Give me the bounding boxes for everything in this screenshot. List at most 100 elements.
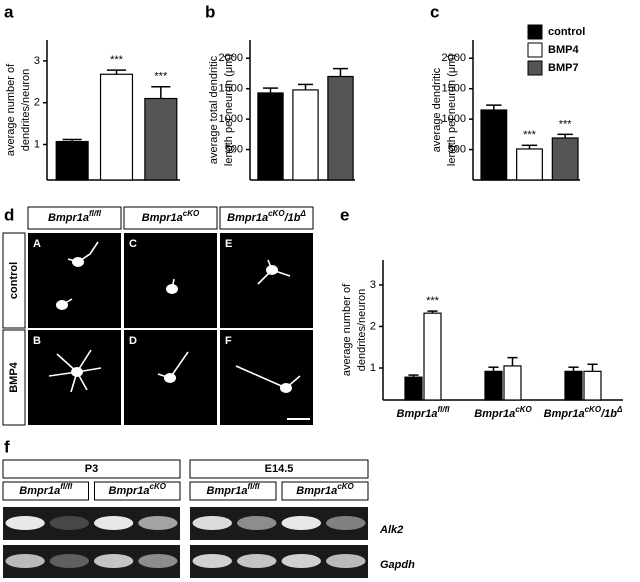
superscript: fl/fl xyxy=(60,482,73,491)
group-header-box xyxy=(189,459,369,479)
gel-band xyxy=(49,554,90,568)
y-tick-label: 1500 xyxy=(219,83,243,95)
superscript: Δ xyxy=(616,405,623,414)
group-header-box xyxy=(2,459,181,479)
bar xyxy=(480,109,508,181)
column-header: Bmpr1acKO xyxy=(142,209,200,224)
bar xyxy=(423,312,442,401)
text-part: Bmpr1a xyxy=(397,408,438,420)
bar xyxy=(144,97,178,181)
micrograph xyxy=(124,233,217,328)
y-axis-label: average total dendritic xyxy=(208,55,220,164)
y-tick-label: 3 xyxy=(34,55,40,67)
lane-header: Bmpr1afl/fl xyxy=(19,482,73,497)
tile-label: D xyxy=(129,335,137,347)
lane-header: Bmpr1acKO xyxy=(109,482,167,497)
bar xyxy=(551,137,579,181)
bar xyxy=(292,89,319,181)
gel-band xyxy=(5,554,45,568)
tile-label: C xyxy=(129,238,137,250)
gel-band xyxy=(5,516,45,530)
group-header: P3 xyxy=(85,463,98,475)
significance: *** xyxy=(110,54,124,66)
text-part: Bmpr1a xyxy=(474,408,515,420)
bar xyxy=(404,376,423,401)
superscript: cKO xyxy=(183,209,200,218)
gel-band xyxy=(325,554,366,568)
text-part: Bmpr1a xyxy=(142,212,183,224)
bar xyxy=(55,140,89,181)
superscript: cKO xyxy=(268,209,285,218)
superscript: fl/fl xyxy=(89,209,102,218)
tile-label: F xyxy=(225,335,232,347)
text-part: /1b xyxy=(284,212,301,224)
superscript: cKO xyxy=(515,405,532,414)
tile-label: A xyxy=(33,238,41,250)
row-header: BMP4 xyxy=(8,361,20,392)
column-header-box xyxy=(123,206,218,230)
y-tick-label: 3 xyxy=(370,279,376,291)
x-tick-label: Bmpr1acKO xyxy=(474,405,532,420)
gel-band xyxy=(236,516,277,530)
gel-band xyxy=(281,554,322,568)
soma xyxy=(280,383,292,393)
gel-row-label: Alk2 xyxy=(379,524,403,536)
column-header: Bmpr1acKO/1bΔ xyxy=(227,209,306,224)
group-header: E14.5 xyxy=(265,463,294,475)
gel-band xyxy=(93,516,134,530)
row-header-box xyxy=(2,329,26,426)
superscript: fl/fl xyxy=(247,482,260,491)
text-part: Bmpr1a xyxy=(19,485,60,497)
text-part: Bmpr1a xyxy=(207,485,248,497)
legend-swatch xyxy=(527,24,543,40)
panel-label: d xyxy=(4,205,14,224)
panel-label: e xyxy=(340,205,349,224)
significance: *** xyxy=(154,71,168,83)
y-axis-label: average number of xyxy=(341,283,353,376)
bar xyxy=(484,370,503,401)
lane-header: Bmpr1acKO xyxy=(296,482,354,497)
lane-header-box xyxy=(281,481,369,501)
legend-label: control xyxy=(548,26,585,38)
gel-band xyxy=(325,516,366,530)
x-tick-label: Bmpr1acKO/1bΔ xyxy=(544,405,623,420)
panel-label: a xyxy=(4,2,14,21)
legend-label: BMP4 xyxy=(548,44,579,56)
micrograph xyxy=(220,233,313,328)
legend-swatch xyxy=(527,60,543,76)
bar xyxy=(503,365,522,401)
y-tick-label: 1 xyxy=(370,362,376,374)
bar xyxy=(257,92,284,181)
gel-band xyxy=(49,516,90,530)
lane-header-box xyxy=(2,481,89,501)
y-axis-label: length per neuron (μm) xyxy=(223,54,235,166)
superscript: Δ xyxy=(299,209,306,218)
y-tick-label: 1000 xyxy=(442,113,466,125)
bar xyxy=(564,370,583,401)
superscript: cKO xyxy=(150,482,167,491)
y-axis-label: length per neuron (μm) xyxy=(446,54,458,166)
y-tick-label: 1500 xyxy=(442,83,466,95)
column-header-box xyxy=(219,206,314,230)
panel-label: f xyxy=(4,437,10,456)
text-part: Bmpr1a xyxy=(109,485,150,497)
significance: *** xyxy=(523,129,537,141)
bar xyxy=(516,148,543,181)
y-tick-label: 2000 xyxy=(219,52,243,64)
superscript: fl/fl xyxy=(437,405,450,414)
soma xyxy=(71,367,83,377)
gel-band xyxy=(281,516,322,530)
significance: *** xyxy=(559,118,573,130)
superscript: cKO xyxy=(585,405,602,414)
soma xyxy=(164,373,176,383)
column-header-box xyxy=(27,206,122,230)
text-part: /1b xyxy=(600,408,617,420)
y-tick-label: 2000 xyxy=(442,52,466,64)
text-part: Bmpr1a xyxy=(48,212,89,224)
y-axis-label: average dendritic xyxy=(431,67,443,152)
gel-band xyxy=(192,516,233,530)
micrograph xyxy=(28,233,121,328)
y-axis-label: average number of xyxy=(5,63,17,156)
soma xyxy=(72,257,84,267)
